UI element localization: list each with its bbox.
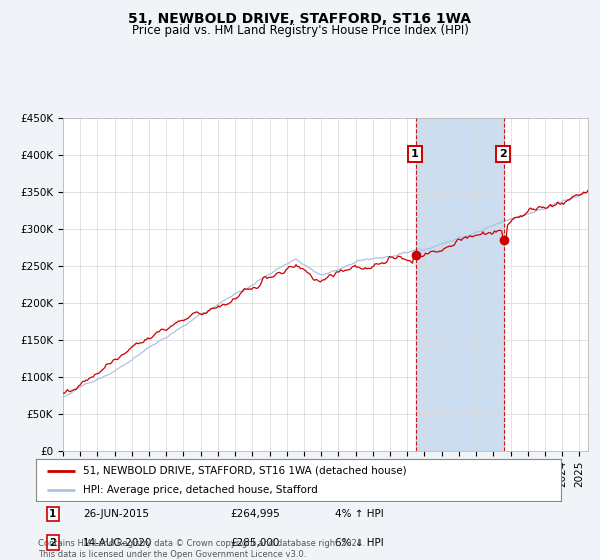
Text: 14-AUG-2020: 14-AUG-2020 (83, 538, 153, 548)
Bar (416, 118, 504, 451)
Text: 1: 1 (411, 150, 419, 159)
Text: 6% ↓ HPI: 6% ↓ HPI (335, 538, 384, 548)
Text: HPI: Average price, detached house, Stafford: HPI: Average price, detached house, Staf… (83, 486, 318, 495)
Text: 2: 2 (499, 150, 507, 159)
Text: £264,995: £264,995 (230, 509, 280, 519)
Text: Price paid vs. HM Land Registry's House Price Index (HPI): Price paid vs. HM Land Registry's House … (131, 24, 469, 36)
Text: £285,000: £285,000 (230, 538, 280, 548)
Text: 1: 1 (49, 509, 56, 519)
Text: 26-JUN-2015: 26-JUN-2015 (83, 509, 149, 519)
Text: 4% ↑ HPI: 4% ↑ HPI (335, 509, 384, 519)
Text: 2: 2 (49, 538, 56, 548)
Text: 51, NEWBOLD DRIVE, STAFFORD, ST16 1WA (detached house): 51, NEWBOLD DRIVE, STAFFORD, ST16 1WA (d… (83, 466, 407, 476)
Text: Contains HM Land Registry data © Crown copyright and database right 2024.
This d: Contains HM Land Registry data © Crown c… (38, 539, 364, 559)
Text: 51, NEWBOLD DRIVE, STAFFORD, ST16 1WA: 51, NEWBOLD DRIVE, STAFFORD, ST16 1WA (128, 12, 472, 26)
